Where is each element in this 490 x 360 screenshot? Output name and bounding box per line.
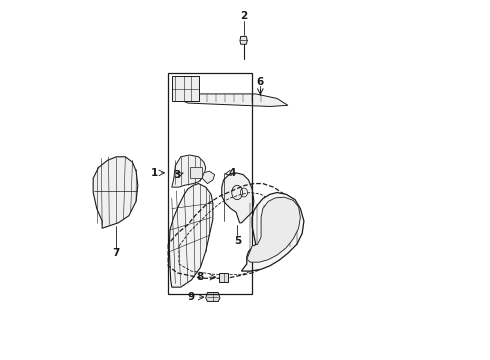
Polygon shape [172,76,198,102]
Polygon shape [202,171,215,184]
Polygon shape [169,184,213,287]
Polygon shape [190,167,202,178]
Text: 3: 3 [173,170,181,180]
Polygon shape [206,293,220,301]
Polygon shape [220,273,228,282]
Text: 4: 4 [229,168,236,178]
Polygon shape [182,94,288,107]
Text: 9: 9 [188,292,195,302]
Polygon shape [93,157,138,228]
Polygon shape [242,193,304,271]
Text: 6: 6 [257,77,264,87]
Bar [168,73,252,294]
Text: 8: 8 [196,272,204,282]
Polygon shape [247,197,300,262]
Polygon shape [172,155,206,187]
Text: 5: 5 [234,236,241,246]
Text: 7: 7 [113,248,120,258]
Text: 2: 2 [240,11,247,21]
Text: 1: 1 [151,168,158,178]
Polygon shape [222,173,254,223]
Polygon shape [240,36,247,44]
